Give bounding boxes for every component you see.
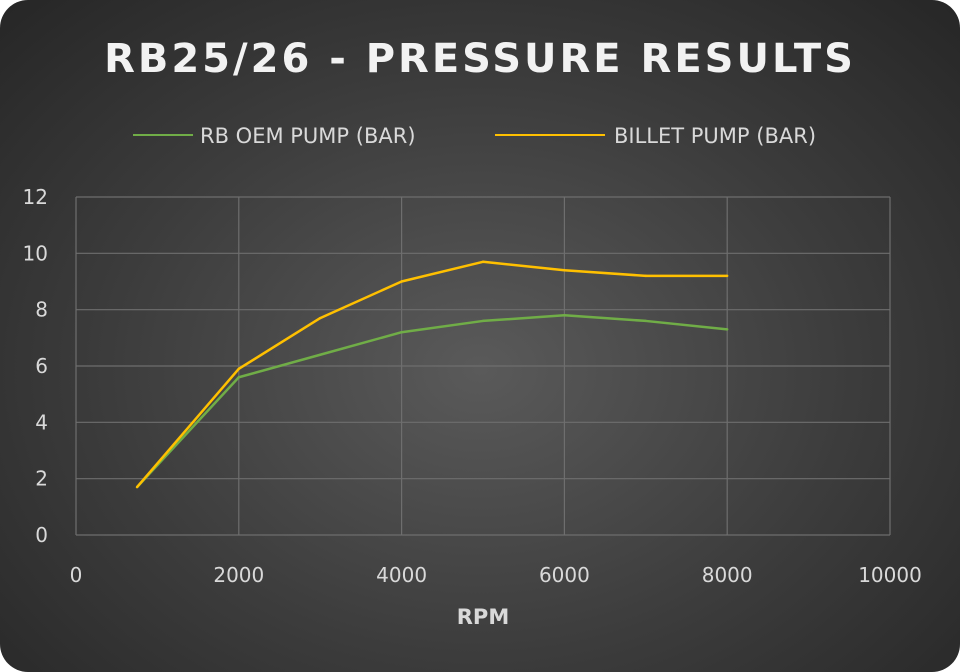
legend-label-oem: RB OEM PUMP (BAR) <box>200 124 416 148</box>
y-tick-label: 8 <box>35 298 48 322</box>
data-point <box>726 274 729 278</box>
series-line-billet <box>136 260 728 488</box>
y-tick-label: 10 <box>23 241 48 265</box>
data-point <box>644 319 647 323</box>
data-point <box>319 353 322 356</box>
chart-title: RB25/26 - PRESSURE RESULTS <box>104 36 856 82</box>
x-tick-label: 10000 <box>858 563 922 587</box>
data-point <box>400 331 403 334</box>
data-point <box>726 328 729 331</box>
x-tick-label: 2000 <box>213 563 264 587</box>
x-axis-label: RPM <box>457 605 509 629</box>
x-tick-label: 4000 <box>376 563 427 587</box>
data-point <box>644 274 647 278</box>
data-point <box>481 319 485 323</box>
x-tick-label: 8000 <box>702 563 753 587</box>
data-point <box>400 280 403 283</box>
data-point <box>319 316 322 320</box>
data-point <box>237 376 240 379</box>
legend-label-billet: BILLET PUMP (BAR) <box>614 124 816 148</box>
data-point <box>237 367 240 371</box>
y-tick-label: 12 <box>23 185 48 209</box>
y-tick-label: 0 <box>35 523 48 547</box>
x-tick-label: 0 <box>70 563 83 587</box>
x-tick-label: 6000 <box>539 563 590 587</box>
y-tick-label: 6 <box>35 354 48 378</box>
data-point <box>135 485 139 489</box>
y-tick-label: 2 <box>35 467 48 491</box>
series-line-oem <box>136 314 728 488</box>
y-tick-label: 4 <box>35 410 48 434</box>
legend: RB OEM PUMP (BAR) BILLET PUMP (BAR) <box>133 124 816 148</box>
data-point <box>481 260 485 263</box>
data-point <box>563 314 566 317</box>
data-point <box>563 269 566 272</box>
